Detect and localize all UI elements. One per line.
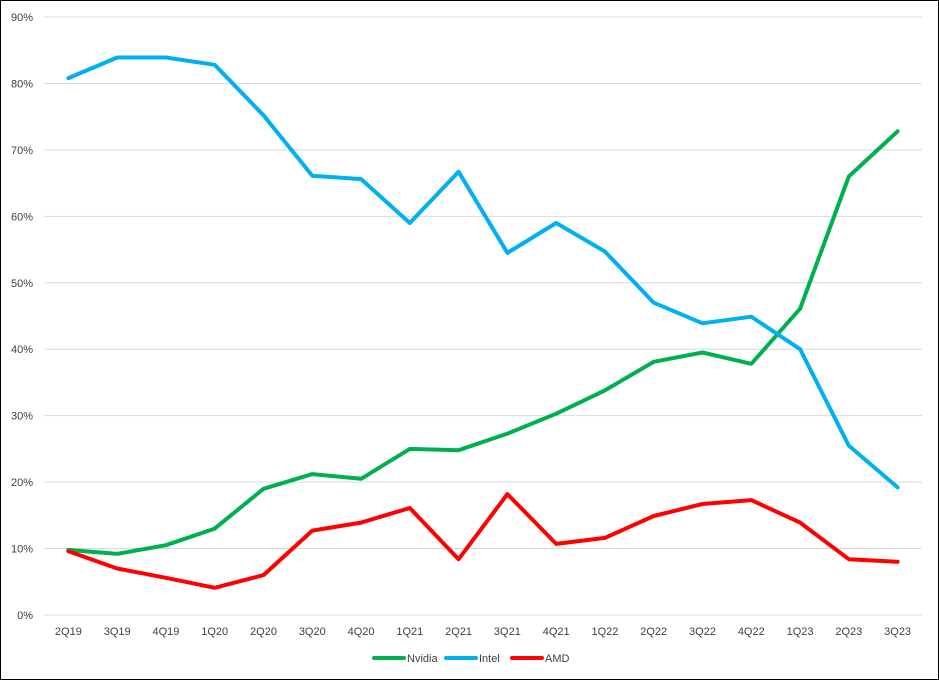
x-tick-label: 1Q21 xyxy=(396,626,423,638)
x-tick-label: 3Q22 xyxy=(689,626,716,638)
x-tick-label: 1Q23 xyxy=(787,626,814,638)
series-line-nvidia xyxy=(66,129,900,556)
x-tick-label: 2Q20 xyxy=(250,626,277,638)
legend: Nvidia Intel AMD xyxy=(372,653,570,665)
x-tick-label: 3Q19 xyxy=(104,626,131,638)
x-tick-label: 4Q19 xyxy=(152,626,179,638)
y-tick-label: 20% xyxy=(11,477,33,489)
x-tick-label: 3Q21 xyxy=(494,626,521,638)
series-lines xyxy=(66,55,900,590)
x-tick-label: 4Q22 xyxy=(738,626,765,638)
x-tick-label: 2Q23 xyxy=(835,626,862,638)
y-tick-label: 60% xyxy=(11,211,33,223)
x-tick-label: 4Q20 xyxy=(348,626,375,638)
legend-label-intel: Intel xyxy=(479,653,500,665)
y-axis-tick-labels: 0% 10% 20% 30% 40% 50% 60% 70% 80% 90% xyxy=(11,12,33,622)
x-tick-label: 2Q19 xyxy=(55,626,82,638)
x-tick-label: 1Q20 xyxy=(201,626,228,638)
y-tick-label: 30% xyxy=(11,411,33,423)
y-tick-label: 10% xyxy=(11,544,33,556)
x-tick-label: 4Q21 xyxy=(543,626,570,638)
x-tick-label: 3Q23 xyxy=(884,626,911,638)
y-tick-label: 90% xyxy=(11,12,33,24)
y-tick-label: 40% xyxy=(11,344,33,356)
x-axis-tick-labels: 2Q19 3Q19 4Q19 1Q20 2Q20 3Q20 4Q20 1Q21 2Q21 3Q21… xyxy=(55,626,911,638)
gridlines xyxy=(44,16,922,616)
series-amd xyxy=(66,492,900,590)
x-tick-label: 1Q22 xyxy=(591,626,618,638)
y-tick-label: 70% xyxy=(11,145,33,157)
y-tick-label: 0% xyxy=(17,610,33,622)
y-tick-label: 80% xyxy=(11,78,33,90)
series-line-intel xyxy=(66,55,900,490)
legend-label-nvidia: Nvidia xyxy=(407,653,438,665)
legend-label-amd: AMD xyxy=(545,653,570,665)
x-tick-label: 2Q21 xyxy=(445,626,472,638)
y-tick-label: 50% xyxy=(11,278,33,290)
x-tick-label: 3Q20 xyxy=(299,626,326,638)
series-line-amd xyxy=(66,492,900,590)
series-nvidia xyxy=(66,129,900,556)
series-intel xyxy=(66,55,900,490)
x-tick-label: 2Q22 xyxy=(640,626,667,638)
